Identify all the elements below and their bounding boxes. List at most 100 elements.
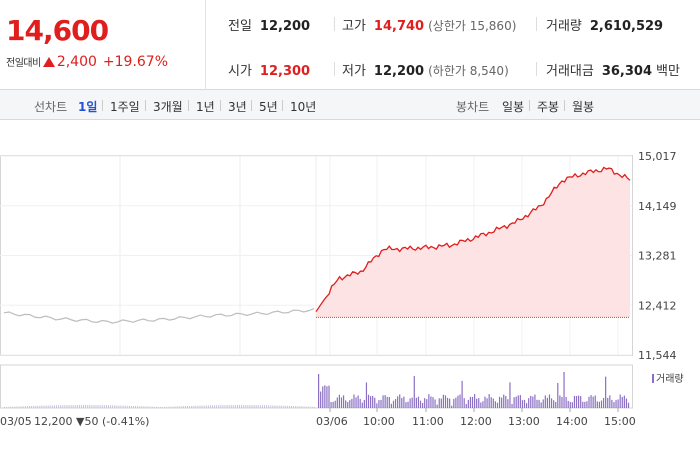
volume-bar xyxy=(465,404,467,408)
candle-weekly[interactable]: 주봉 xyxy=(537,100,560,114)
period-3y[interactable]: 3년 xyxy=(228,100,247,114)
volume-bar xyxy=(282,405,284,408)
volume-bar xyxy=(623,395,625,408)
volume-bar xyxy=(555,401,557,408)
period-5y[interactable]: 5년 xyxy=(259,100,278,114)
period-1y[interactable]: 1년 xyxy=(196,100,215,114)
volume-bar xyxy=(392,400,395,408)
price-stats: 전일 12,200 고가 14,740 (상한가 15,860) 거래량 2,610,5… xyxy=(206,0,700,90)
volume-bar xyxy=(426,399,428,408)
volume-bar xyxy=(442,394,444,408)
volume-bar xyxy=(266,405,268,408)
volume-bar xyxy=(546,397,548,408)
volume-bar xyxy=(370,396,372,408)
open-price: 시가 12,300 xyxy=(228,60,310,79)
volume-bar xyxy=(380,399,382,408)
volume-bar xyxy=(515,396,517,408)
period-1d[interactable]: 1일 xyxy=(78,100,98,114)
volume-bar xyxy=(95,405,97,408)
volume-bar xyxy=(209,405,211,408)
volume-bar xyxy=(332,401,334,408)
volume-bar xyxy=(607,397,609,408)
y-tick-label: 11,544 xyxy=(638,349,677,362)
volume-bar xyxy=(359,398,361,408)
volume-bar xyxy=(166,406,168,408)
volume-bar xyxy=(471,396,474,408)
volume-bar xyxy=(103,405,105,408)
volume-bar xyxy=(291,405,293,408)
volume-bar xyxy=(602,397,605,408)
candle-daily[interactable]: 일봉 xyxy=(502,100,525,114)
volume-bar xyxy=(56,405,57,408)
volume-bar xyxy=(357,395,359,408)
line-chart-label: 선차트 xyxy=(34,100,68,114)
volume-bar xyxy=(305,406,307,408)
volume-bar xyxy=(611,399,613,408)
volume-bar xyxy=(478,398,480,408)
volume-bar xyxy=(336,397,338,408)
volume-bar xyxy=(78,405,80,408)
volume-bar xyxy=(563,372,565,408)
volume-bar xyxy=(110,405,112,408)
volume-bar xyxy=(153,406,155,408)
volume-bar xyxy=(521,400,524,408)
volume-bar xyxy=(228,405,230,408)
volume-bar xyxy=(542,399,544,408)
volume-label: 거래량 xyxy=(546,19,582,34)
volume-bar xyxy=(519,395,521,408)
price-chart: 15,017 14,149 13,281 12,412 11,544 거래량 03/05 03… xyxy=(0,150,684,428)
volume-bar xyxy=(70,405,72,408)
volume-bar xyxy=(436,404,438,408)
volume-bar xyxy=(172,406,174,408)
volume-bar xyxy=(101,405,103,408)
amount-label: 거래대금 xyxy=(546,64,594,79)
volume-bar xyxy=(45,405,47,408)
volume-bar xyxy=(534,394,536,408)
price-summary: 14,600 전일대비 2,400 +19.67% 전일 12,200 고가 14,74… xyxy=(0,0,700,90)
period-1w[interactable]: 1주일 xyxy=(110,100,140,114)
volume-bar xyxy=(255,405,257,408)
candle-monthly[interactable]: 월봉 xyxy=(572,100,595,114)
volume-bar xyxy=(201,405,203,408)
volume-bar xyxy=(301,406,303,408)
volume-bar xyxy=(105,405,107,408)
volume-bar xyxy=(422,403,424,408)
volume-bar xyxy=(625,398,628,408)
volume-bar xyxy=(236,405,238,408)
volume-bar xyxy=(120,405,122,408)
volume-bar xyxy=(449,398,451,408)
volume-bar xyxy=(80,405,82,408)
volume-bar xyxy=(318,374,320,408)
volume-bar xyxy=(469,396,472,408)
volume-bar xyxy=(573,395,576,408)
period-10y[interactable]: 10년 xyxy=(290,100,317,114)
volume-bar xyxy=(609,395,611,408)
volume-bar xyxy=(53,405,55,408)
volume-bar xyxy=(613,402,615,408)
volume-bar xyxy=(257,405,259,408)
volume-bar xyxy=(64,405,66,408)
volume-bar xyxy=(453,398,455,408)
x-tick-label: 03/06 xyxy=(316,415,348,428)
volume-bar xyxy=(544,395,546,408)
volume-bar xyxy=(494,401,496,408)
period-3m[interactable]: 3개월 xyxy=(153,100,183,114)
volume-bar xyxy=(530,395,532,408)
volume-bar xyxy=(438,398,440,408)
volume-bar xyxy=(197,405,199,408)
volume-bar xyxy=(182,406,184,408)
volume-bar xyxy=(480,402,482,408)
volume-bar xyxy=(18,406,20,408)
volume-bar xyxy=(114,405,116,408)
volume-bar xyxy=(139,406,141,408)
volume-bar xyxy=(345,400,347,408)
volume-bar xyxy=(157,406,159,408)
volume-bar xyxy=(588,396,590,408)
volume-bar xyxy=(207,405,209,408)
volume-bar xyxy=(459,394,461,408)
volume-bar xyxy=(328,385,330,408)
volume-bar xyxy=(374,397,376,408)
volume-bar xyxy=(187,406,189,408)
divider xyxy=(145,100,146,111)
volume-bar xyxy=(461,380,463,408)
